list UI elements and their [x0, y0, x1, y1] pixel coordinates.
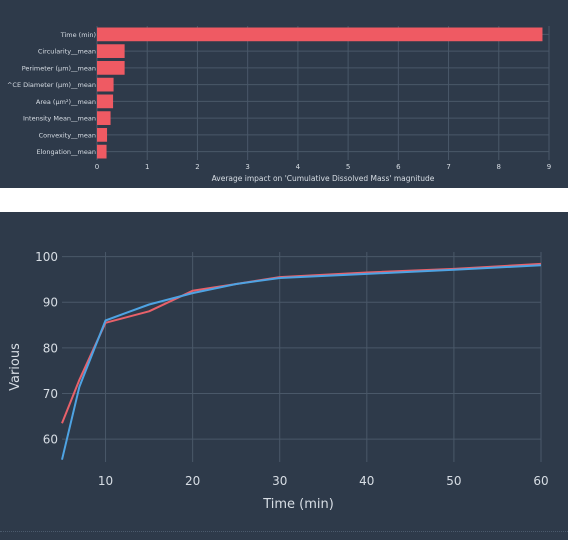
line-y-tick-label: 60 — [43, 433, 58, 447]
line-x-tick-label: 20 — [185, 474, 200, 488]
bar-x-tick-label: 1 — [145, 163, 149, 171]
bar-1 — [97, 44, 125, 58]
bar-x-tick-label: 6 — [396, 163, 401, 171]
line-y-tick-label: 70 — [43, 387, 58, 401]
bar-x-tick-label: 5 — [346, 163, 350, 171]
line-series-1 — [61, 264, 542, 460]
bar-x-tick-label: 7 — [446, 163, 450, 171]
line-chart-panel: 60 70 80 90 100 10 20 30 40 50 60 Time (min) Various — [0, 212, 568, 540]
bar-category-label: Area (µm²)__mean — [36, 98, 96, 106]
dissolution-line-chart: 60 70 80 90 100 10 20 30 40 50 60 Time (min) Various — [8, 250, 549, 512]
bar-category-label: Circularity__mean — [38, 48, 96, 56]
bar-0 — [97, 27, 543, 42]
bar-category-label: Time (min) — [60, 31, 96, 39]
bar-5 — [97, 111, 111, 125]
feature-importance-chart: 0 1 2 3 4 5 6 7 8 9 Time (min) Circularity__mean Per… — [7, 26, 551, 183]
line-x-tick-label: 60 — [533, 474, 548, 488]
line-y-tick-label: 90 — [43, 296, 58, 310]
bar-x-tick-label: 0 — [95, 163, 99, 171]
bar-x-tick-label: 2 — [195, 163, 199, 171]
panel-divider — [0, 531, 568, 532]
line-y-tick-label: 100 — [35, 250, 58, 264]
bar-6 — [97, 128, 108, 142]
bar-category-label: Perimeter (µm)__mean — [22, 64, 96, 72]
bar-x-tick-label: 8 — [497, 163, 501, 171]
line-x-tick-label: 10 — [98, 474, 113, 488]
feature-importance-panel: 0 1 2 3 4 5 6 7 8 9 Time (min) Circularity__mean Per… — [0, 0, 568, 188]
line-x-axis-title: Time (min) — [262, 497, 334, 512]
line-x-tick-label: 40 — [359, 474, 374, 488]
line-x-tick-label: 50 — [446, 474, 461, 488]
line-x-tick-label: 30 — [272, 474, 287, 488]
bar-4 — [97, 94, 114, 109]
bar-2 — [97, 61, 125, 75]
bar-3 — [97, 77, 114, 92]
bar-x-axis-title: Average impact on 'Cumulative Dissolved … — [212, 174, 435, 183]
bar-category-label: Convexity__mean — [39, 131, 96, 139]
bar-category-label: Elongation__mean — [36, 148, 96, 156]
bar-category-label: ^CE Diameter (µm)__mean — [7, 81, 96, 89]
bar-x-tick-label: 3 — [245, 163, 249, 171]
line-y-axis-title: Various — [8, 343, 23, 391]
line-series-0 — [61, 262, 542, 424]
bar-x-tick-label: 4 — [296, 163, 301, 171]
bar-7 — [97, 144, 107, 159]
line-y-tick-label: 80 — [43, 341, 58, 355]
bar-category-label: Intensity Mean__mean — [23, 115, 96, 123]
bar-x-tick-label: 9 — [547, 163, 551, 171]
